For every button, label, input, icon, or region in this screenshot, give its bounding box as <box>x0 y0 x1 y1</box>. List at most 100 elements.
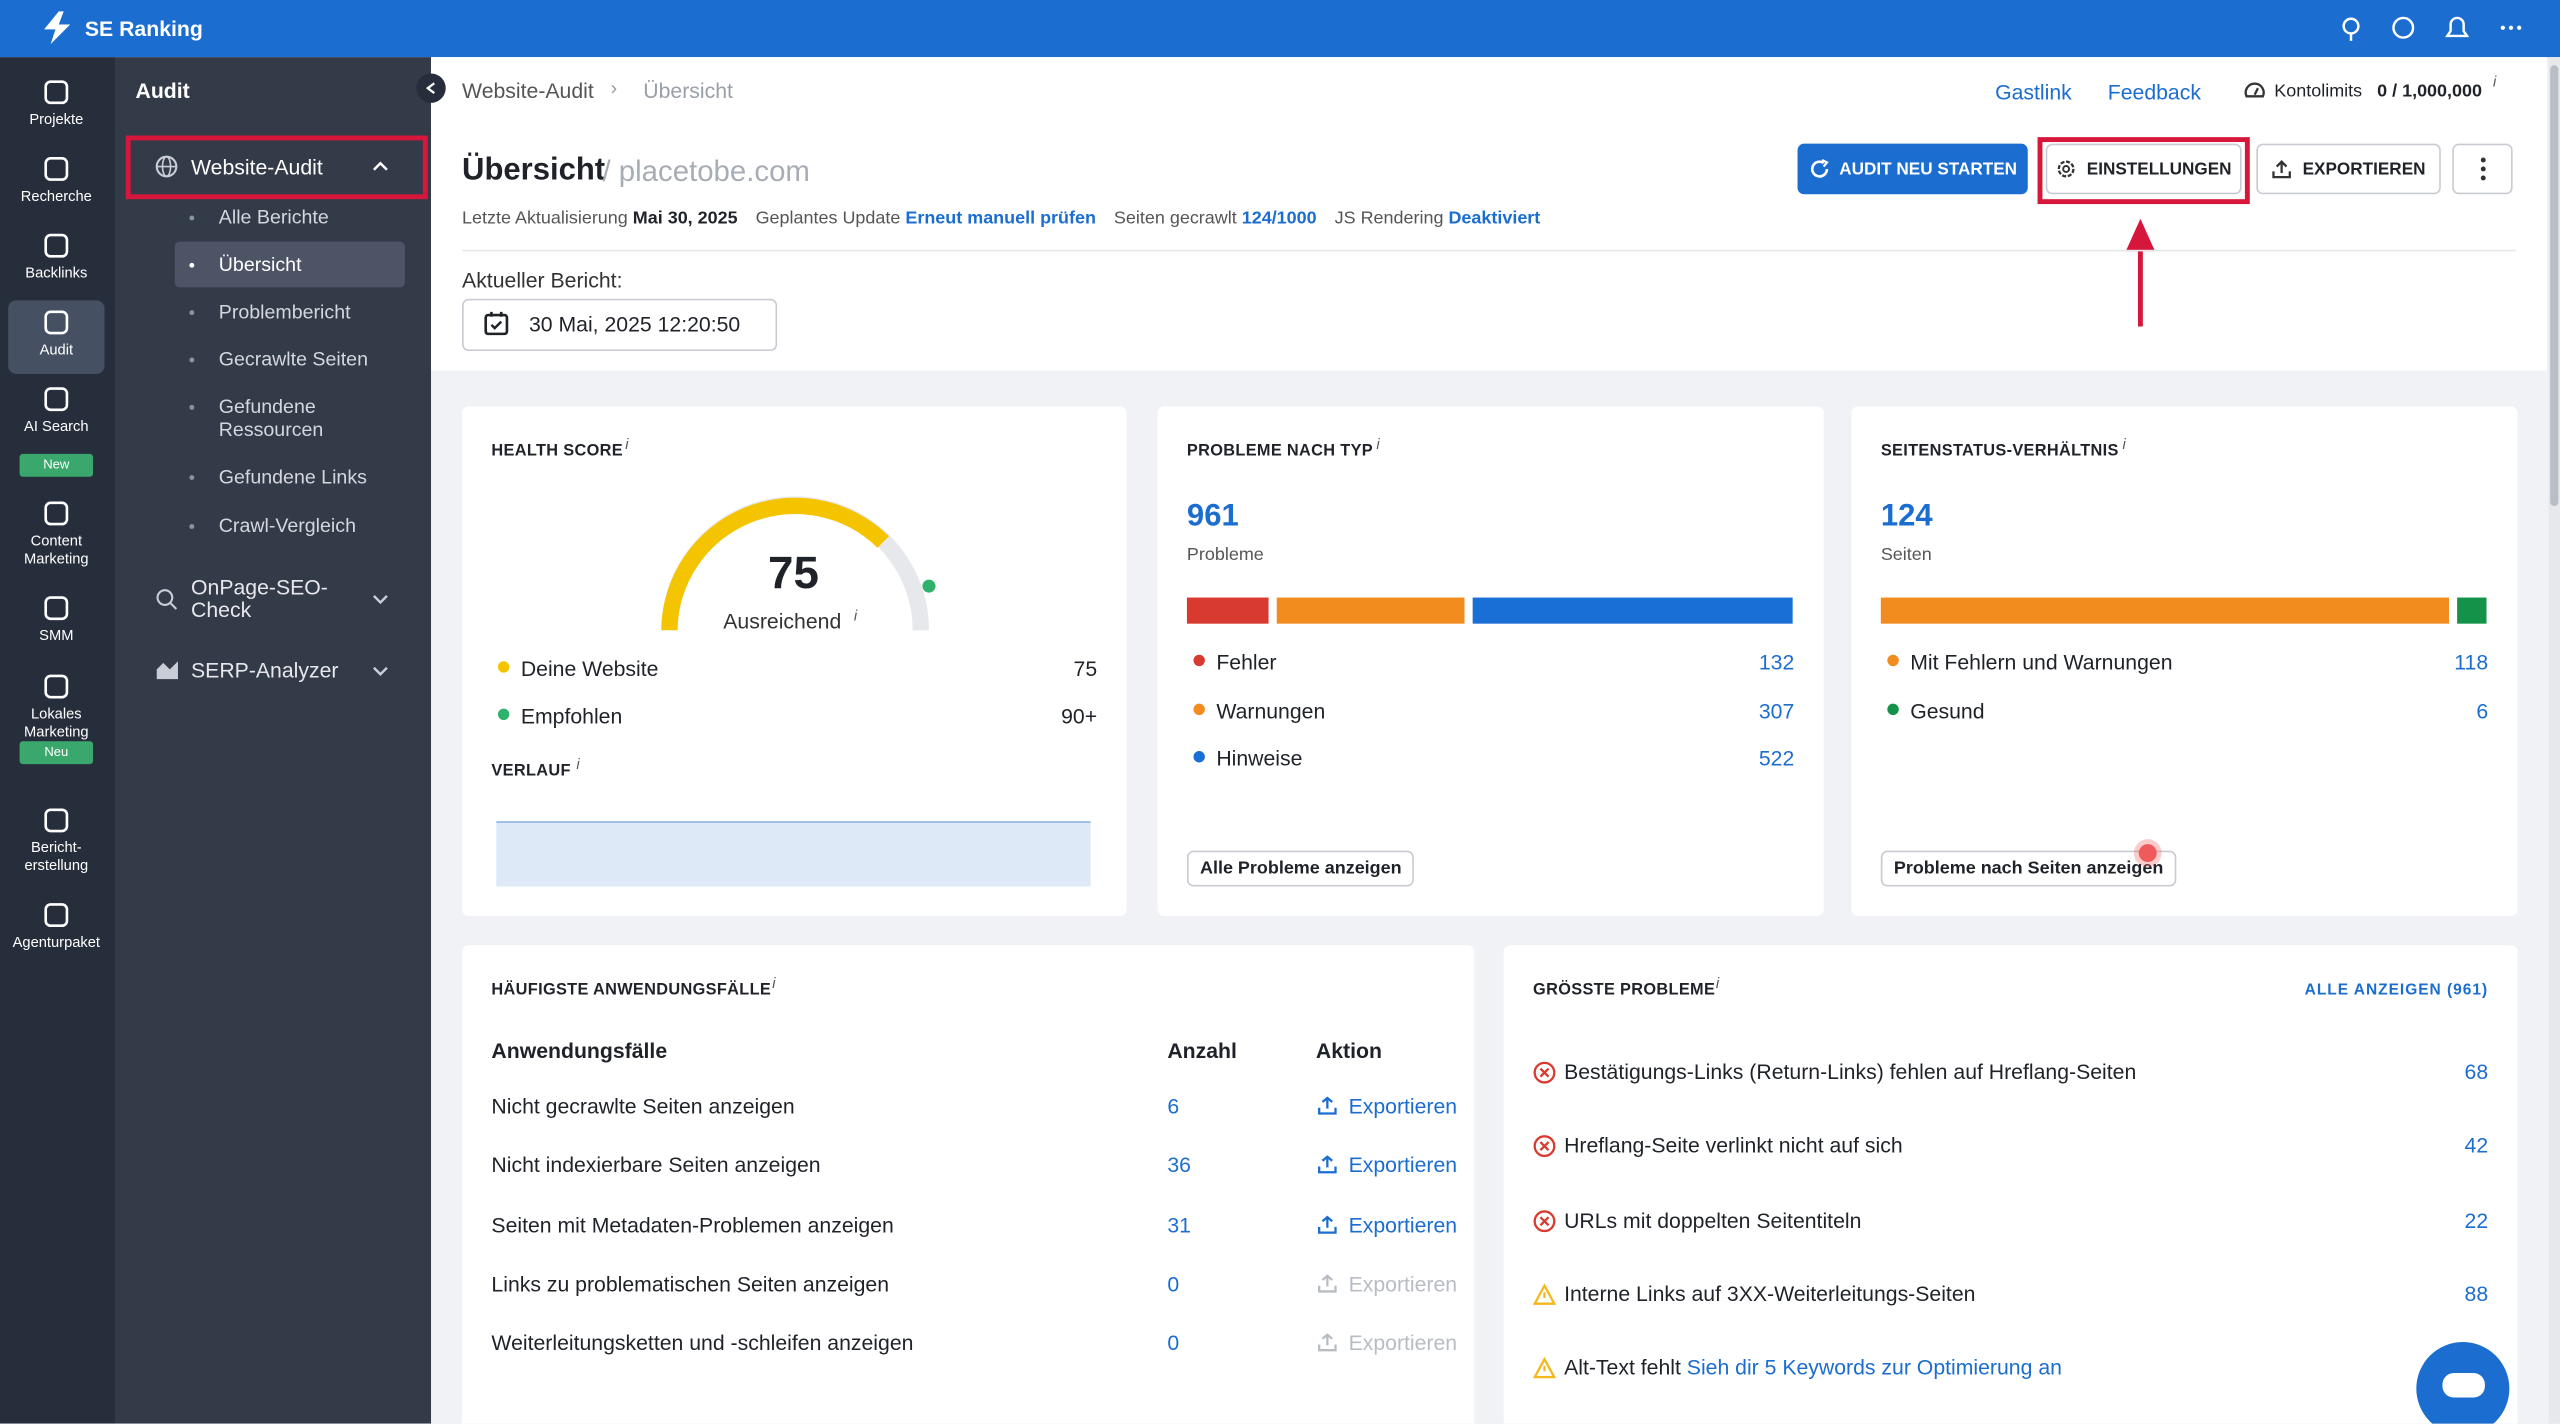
total: 961 <box>1186 499 1239 534</box>
legend-value[interactable]: 522 <box>1758 746 1795 771</box>
info-icon[interactable]: i <box>2493 73 2497 90</box>
issue-icon <box>1533 1209 1556 1232</box>
meta-item: Letzte Aktualisierung Mai 30, 2025 <box>462 209 738 229</box>
header-button[interactable]: AUDIT NEU STARTEN <box>1797 143 2028 195</box>
legend-name: Mit Fehlern und Warnungen <box>1910 649 2173 675</box>
legend-value[interactable]: 118 <box>2454 649 2489 675</box>
rail-label[interactable]: Audit <box>39 341 74 358</box>
meta-value[interactable]: Deaktiviert <box>1448 208 1541 229</box>
issue-text: Alt-Text fehlt Sieh dir 5 Keywords zur O… <box>1564 1355 2062 1379</box>
rail-icon <box>44 903 69 928</box>
row-action: Exportieren <box>1348 1271 1458 1297</box>
nav-item[interactable]: Gefundene Links <box>218 465 367 489</box>
top-link[interactable]: Feedback <box>2107 79 2201 105</box>
meta-value[interactable]: Erneut manuell prüfen <box>905 208 1096 229</box>
card-title: HÄUFIGSTE ANWENDUNGSFÄLLE <box>491 981 772 1000</box>
rail-label[interactable]: Agenturpaket <box>12 933 101 951</box>
legend-dot <box>1193 751 1205 763</box>
rail-label[interactable]: Projekte <box>29 111 84 128</box>
rail-icon <box>44 387 69 412</box>
row-name[interactable]: Links zu problematischen Seiten anzeigen <box>491 1271 890 1297</box>
rail-label[interactable]: Recherche <box>20 187 92 205</box>
row-count[interactable]: 0 <box>1167 1330 1180 1356</box>
row-count[interactable]: 31 <box>1167 1212 1191 1237</box>
card-button[interactable]: Probleme nach Seiten anzeigen <box>1880 850 2177 887</box>
nav-serp[interactable]: SERP-Analyzer <box>191 657 339 683</box>
breadcrumb[interactable]: Website-Audit <box>462 78 594 103</box>
button-icon <box>2057 160 2075 178</box>
nav-item[interactable]: Gefundene Ressourcen <box>218 395 324 441</box>
button-icon <box>2272 160 2292 179</box>
info-icon[interactable]: i <box>2122 435 2126 453</box>
info-icon[interactable]: i <box>625 435 629 453</box>
meta-row: Letzte Aktualisierung Mai 30, 2025 Geplan… <box>462 209 1540 229</box>
issue-icon <box>1533 1283 1556 1305</box>
rail-label[interactable]: SMM <box>39 626 74 644</box>
row-name[interactable]: Nicht indexierbare Seiten anzeigen <box>491 1153 821 1178</box>
bar-segment <box>1472 597 1793 624</box>
total: 124 <box>1880 499 1933 534</box>
issue-count[interactable]: 88 <box>2464 1281 2489 1306</box>
issue-text: Bestätigungs-Links (Return-Links) fehlen… <box>1564 1060 2136 1084</box>
row-action[interactable]: Exportieren <box>1348 1153 1458 1178</box>
row-action: Exportieren <box>1348 1330 1458 1356</box>
row-count[interactable]: 0 <box>1167 1271 1180 1297</box>
nav-item[interactable]: Gecrawlte Seiten <box>218 347 368 371</box>
highlight-box <box>2037 137 2250 205</box>
legend-value[interactable]: 6 <box>2476 697 2489 723</box>
header-button[interactable]: EXPORTIEREN <box>2256 143 2441 195</box>
gauge <box>661 496 936 631</box>
rail-label[interactable]: Lokales Marketing <box>24 705 89 740</box>
breadcrumb-sep: › <box>610 76 618 100</box>
nav-dot <box>189 215 195 221</box>
legend-value[interactable]: 132 <box>1758 649 1795 675</box>
header-button[interactable]: EINSTELLUNGEN <box>2045 143 2242 195</box>
date-picker[interactable] <box>462 298 778 352</box>
row-name[interactable]: Weiterleitungsketten und -schleifen anze… <box>491 1330 914 1356</box>
nav-dot <box>189 357 195 363</box>
card-button[interactable]: Alle Probleme anzeigen <box>1186 850 1415 887</box>
row-name[interactable]: Seiten mit Metadaten-Problemen anzeigen <box>491 1212 894 1237</box>
rail-label[interactable]: AI Search <box>24 417 89 435</box>
report-label: Aktueller Bericht: <box>462 267 623 293</box>
row-name[interactable]: Nicht gecrawlte Seiten anzeigen <box>491 1093 795 1119</box>
info-icon[interactable]: i <box>1715 974 1720 992</box>
rail-label[interactable]: Backlinks <box>25 264 88 281</box>
brand: SE Ranking <box>84 16 203 41</box>
nav-onpage[interactable]: OnPage-SEO-Check <box>191 574 328 623</box>
issue-count[interactable]: 42 <box>2464 1133 2489 1159</box>
button-label: EXPORTIEREN <box>2302 159 2426 179</box>
collapse-button <box>416 73 446 103</box>
meta-label: Seiten gecrawlt <box>1113 208 1237 229</box>
issue-count[interactable]: 22 <box>2464 1207 2489 1232</box>
info-icon[interactable]: i <box>576 755 580 773</box>
export-icon <box>1318 1155 1337 1174</box>
legend-value[interactable]: 307 <box>1758 697 1795 723</box>
row-action[interactable]: Exportieren <box>1348 1212 1458 1237</box>
info-icon[interactable]: i <box>853 607 858 624</box>
issue-name: Interne Links auf 3XX-Weiterleitungs-Sei… <box>1564 1281 1976 1306</box>
history-chart <box>496 821 1091 887</box>
rail-label[interactable]: Bericht-erstellung <box>24 839 89 874</box>
nav-item[interactable]: Alle Berichte <box>218 205 329 229</box>
bar-segment <box>1186 597 1268 624</box>
nav-item[interactable]: Crawl-Vergleich <box>218 514 356 538</box>
view-all[interactable]: ALLE ANZEIGEN (961) <box>2304 981 2489 1000</box>
meta-value[interactable]: 124/1000 <box>1241 208 1317 229</box>
issue-link[interactable]: Sieh dir 5 Keywords zur Optimierung an <box>1686 1355 2062 1380</box>
info-icon[interactable]: i <box>1376 435 1380 453</box>
rail-label[interactable]: Content Marketing <box>24 532 89 567</box>
nav-website-audit[interactable]: Website-Audit <box>191 155 323 180</box>
logo <box>44 11 71 45</box>
info-icon[interactable]: i <box>772 974 776 992</box>
issue-count[interactable]: 68 <box>2464 1059 2489 1085</box>
nav-item[interactable]: Übersicht <box>218 253 302 276</box>
row-action[interactable]: Exportieren <box>1348 1093 1458 1119</box>
row-count[interactable]: 6 <box>1167 1093 1180 1119</box>
legend-name: Fehler <box>1216 649 1277 675</box>
row-count[interactable]: 36 <box>1167 1153 1191 1178</box>
top-link[interactable]: Gastlink <box>1995 79 2072 105</box>
nav-item[interactable]: Problembericht <box>218 300 351 324</box>
legend-name: Deine Website <box>520 656 659 681</box>
more-button[interactable] <box>2452 143 2513 195</box>
